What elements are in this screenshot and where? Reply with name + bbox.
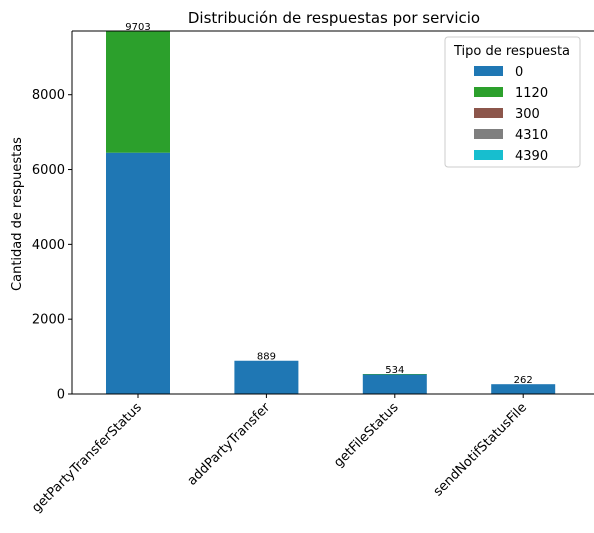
x-tick-label: sendNotifStatusFile xyxy=(431,400,530,499)
bar-getPartyTransferStatus-1120 xyxy=(106,31,170,153)
legend-swatch-4390 xyxy=(474,150,503,160)
bar-getFileStatus-1120 xyxy=(362,374,427,375)
legend-label: 1120 xyxy=(515,86,548,101)
bar-getFileStatus-0 xyxy=(362,374,427,394)
legend: Tipo de respuesta 0 1120 300 4310 4390 xyxy=(444,36,581,168)
bar-getPartyTransferStatus-0 xyxy=(106,152,170,394)
x-tick-label: getFileStatus xyxy=(331,400,402,471)
y-ticks-group: 0 2000 4000 6000 8000 xyxy=(32,88,72,403)
legend-label: 4390 xyxy=(515,149,548,164)
legend-title: Tipo de respuesta xyxy=(453,44,570,59)
bar-addPartyTransfer-0 xyxy=(234,360,299,394)
x-ticks-group: getPartyTransferStatus addPartyTransfer ge… xyxy=(29,394,530,516)
bar-total-label: 889 xyxy=(257,352,276,363)
legend-swatch-1120 xyxy=(474,87,503,97)
bar-sendNotifStatusFile-0 xyxy=(491,384,556,394)
legend-swatch-300 xyxy=(474,108,503,118)
y-tick-label: 2000 xyxy=(32,313,65,328)
y-tick-label: 4000 xyxy=(32,238,65,253)
x-tick-label: addPartyTransfer xyxy=(185,400,274,489)
y-axis-label: Cantidad de respuestas xyxy=(10,137,25,291)
y-tick-label: 6000 xyxy=(32,163,65,178)
legend-swatch-4310 xyxy=(474,129,503,139)
bar-total-label: 534 xyxy=(385,365,404,376)
legend-swatch-0 xyxy=(474,66,503,76)
bars-group xyxy=(106,31,556,394)
legend-label: 4310 xyxy=(515,128,548,143)
legend-label: 300 xyxy=(515,107,540,122)
bar-total-label: 9703 xyxy=(125,22,150,33)
y-tick-label: 8000 xyxy=(32,88,65,103)
x-tick-label: getPartyTransferStatus xyxy=(29,400,145,516)
chart-title: Distribución de respuestas por servicio xyxy=(188,9,480,27)
bar-totals-group: 9703 889 534 262 xyxy=(125,22,532,386)
bar-total-label: 262 xyxy=(514,375,533,386)
y-tick-label: 0 xyxy=(57,388,65,403)
legend-label: 0 xyxy=(515,65,523,80)
axes-group xyxy=(71,30,594,395)
